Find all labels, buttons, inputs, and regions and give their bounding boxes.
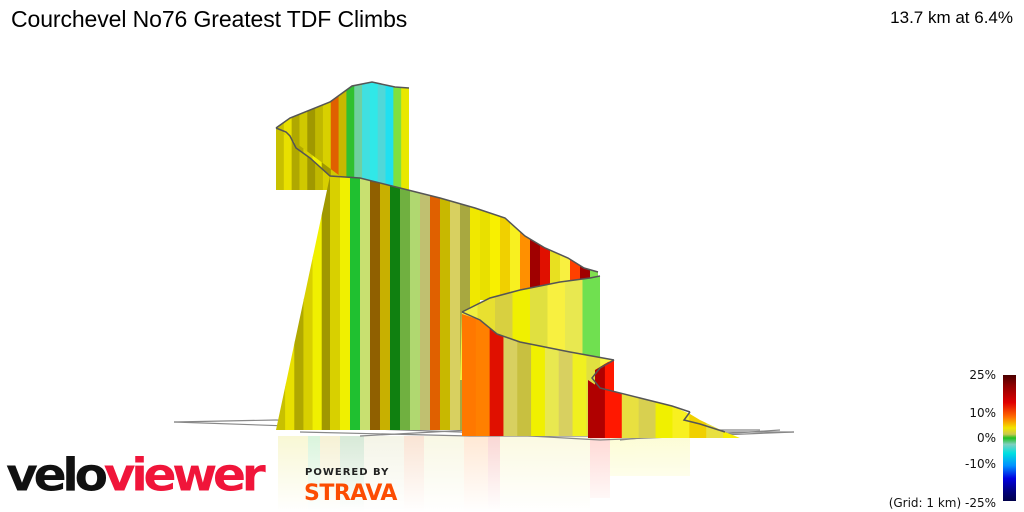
legend-label-grid-minus25: (Grid: 1 km) -25%	[888, 496, 996, 510]
legend-label-10: 10%	[969, 406, 996, 420]
profile-segment-bottom	[588, 360, 740, 438]
veloviewer-logo[interactable]: veloviewer	[6, 449, 266, 502]
legend-label-minus10: -10%	[964, 457, 996, 471]
legend-label-25: 25%	[969, 368, 996, 382]
page-title: Courchevel No76 Greatest TDF Climbs	[11, 6, 408, 32]
profile-segment-summit	[276, 82, 409, 190]
climb-stats: 13.7 km at 6.4%	[890, 8, 1013, 27]
gradient-color-scale	[1003, 375, 1016, 501]
legend-label-0: 0%	[976, 431, 996, 445]
strava-logo[interactable]: STRAVA	[304, 481, 397, 506]
powered-by-label: POWERED BY	[305, 467, 390, 478]
profile-outline	[275, 81, 726, 433]
